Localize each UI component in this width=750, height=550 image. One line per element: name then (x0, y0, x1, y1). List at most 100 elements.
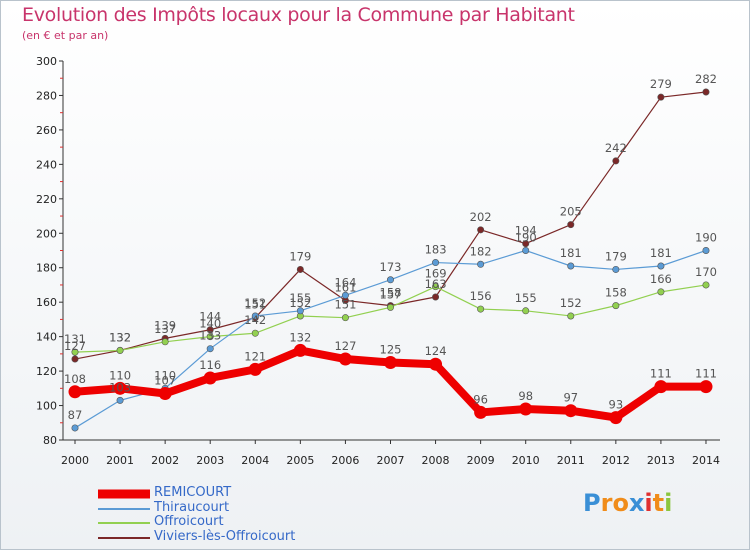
data-point (702, 247, 710, 255)
data-point (293, 343, 307, 357)
data-label: 169 (425, 267, 447, 281)
data-point (251, 312, 259, 320)
data-label: 125 (380, 342, 402, 356)
data-label: 279 (650, 77, 672, 91)
data-label: 179 (289, 249, 311, 263)
data-point (567, 221, 575, 229)
x-tick-label: 2008 (422, 454, 450, 467)
data-label: 140 (199, 317, 221, 331)
data-point (206, 326, 214, 334)
data-point (657, 288, 665, 296)
data-point (429, 357, 443, 371)
data-point (296, 307, 304, 315)
data-point (477, 260, 485, 268)
data-point (564, 404, 578, 418)
x-tick-label: 2004 (241, 454, 269, 467)
y-tick-label: 160 (36, 296, 57, 309)
data-label: 183 (425, 243, 447, 257)
x-tick-label: 2001 (106, 454, 134, 467)
data-point (477, 226, 485, 234)
data-point (432, 283, 440, 291)
data-label: 139 (154, 318, 176, 332)
data-label: 110 (109, 368, 131, 382)
data-label: 152 (289, 296, 311, 310)
data-label: 179 (605, 249, 627, 263)
x-tick-label: 2005 (286, 454, 314, 467)
data-point (612, 157, 620, 165)
legend-label: REMICOURT (154, 485, 232, 500)
data-point (251, 329, 259, 337)
data-point (116, 396, 124, 404)
data-point (161, 338, 169, 346)
legend-swatch-viviers (98, 536, 150, 539)
data-point (338, 352, 352, 366)
data-point (432, 259, 440, 267)
data-point (519, 402, 533, 416)
data-label: 111 (695, 367, 717, 381)
data-point (657, 262, 665, 270)
logo-letter: x (628, 489, 645, 517)
x-tick-label: 2014 (692, 454, 720, 467)
data-label: 155 (515, 291, 537, 305)
data-label: 127 (334, 339, 356, 353)
data-point (522, 307, 530, 315)
data-point (702, 281, 710, 289)
data-point (522, 240, 530, 248)
data-label: 121 (244, 349, 266, 363)
data-point (383, 355, 397, 369)
data-label: 131 (64, 332, 86, 346)
y-tick-label: 260 (36, 124, 57, 137)
data-label: 116 (199, 358, 221, 372)
logo-letter: P (583, 489, 601, 517)
data-label: 282 (695, 72, 717, 86)
data-point (113, 381, 127, 395)
legend-label: Thiraucourt (154, 499, 230, 515)
data-label: 170 (695, 265, 717, 279)
data-point (612, 302, 620, 310)
data-label: 133 (199, 329, 221, 343)
data-label: 242 (605, 141, 627, 155)
x-tick-label: 2002 (151, 454, 179, 467)
x-tick-label: 2006 (331, 454, 359, 467)
x-tick-label: 2003 (196, 454, 224, 467)
data-label: 156 (470, 289, 492, 303)
data-label: 161 (334, 280, 356, 294)
data-point (203, 371, 217, 385)
data-point (71, 348, 79, 356)
data-point (702, 88, 710, 96)
data-label: 166 (650, 272, 672, 286)
y-tick-label: 200 (36, 227, 57, 240)
data-label: 132 (109, 330, 131, 344)
data-point (158, 386, 172, 400)
data-point (386, 276, 394, 284)
data-label: 142 (244, 313, 266, 327)
x-tick-label: 2010 (512, 454, 540, 467)
x-tick-label: 2000 (61, 454, 89, 467)
y-tick-label: 280 (36, 89, 57, 102)
data-point (248, 362, 262, 376)
y-tick-label: 180 (36, 262, 57, 275)
chart-title: Evolution des Impôts locaux pour la Comm… (22, 4, 575, 26)
data-label: 87 (68, 408, 83, 422)
y-tick-label: 240 (36, 158, 57, 171)
data-point (206, 345, 214, 353)
data-label: 181 (560, 246, 582, 260)
data-label: 194 (515, 224, 537, 238)
data-label: 155 (289, 291, 311, 305)
data-label: 108 (64, 372, 86, 386)
data-label: 190 (515, 231, 537, 245)
data-label: 132 (109, 330, 131, 344)
data-point (116, 346, 124, 354)
data-label: 158 (380, 286, 402, 300)
data-point (386, 303, 394, 311)
data-label: 103 (109, 380, 131, 394)
data-label: 152 (560, 296, 582, 310)
data-point (567, 262, 575, 270)
x-tick-label: 2009 (467, 454, 495, 467)
data-label: 205 (560, 205, 582, 219)
data-point (68, 385, 82, 399)
legend-label: Viviers-lès-Offroicourt (154, 528, 296, 544)
data-label: 137 (154, 322, 176, 336)
logo-letter: i (664, 489, 673, 517)
